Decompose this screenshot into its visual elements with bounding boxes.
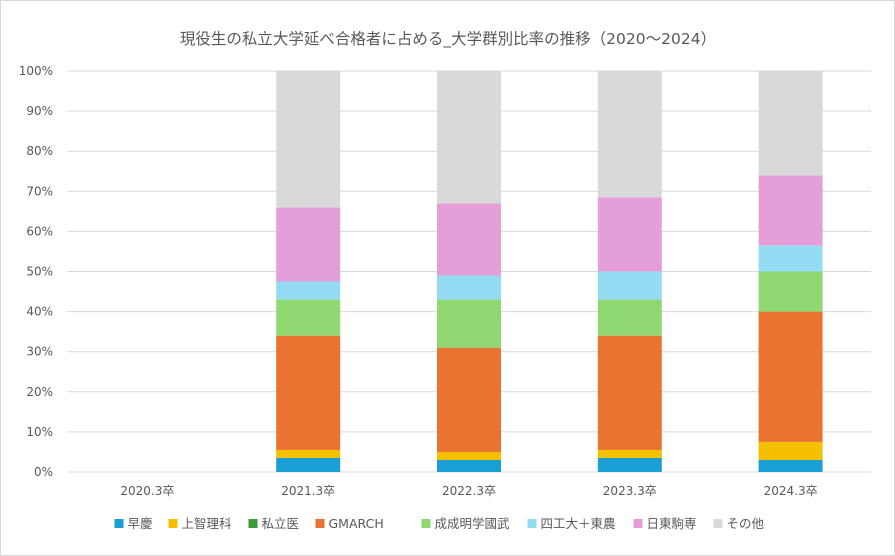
- x-category-label: 2021.3卒: [281, 484, 335, 498]
- bar-segment-4-6: [597, 271, 662, 300]
- y-tick-label: 20%: [26, 385, 53, 399]
- bar-segment-5-5: [758, 271, 823, 312]
- bar-segment-5-8: [758, 71, 823, 176]
- y-tick-label: 40%: [26, 305, 53, 319]
- legend-swatch: [248, 519, 258, 528]
- y-axis-tick-labels: 0% 10% 20% 30% 40% 50% 60% 70% 80% 90% 100%: [19, 64, 53, 479]
- legend-swatch: [421, 519, 431, 528]
- bar-segment-2-2: [276, 449, 341, 458]
- bars: [276, 71, 823, 472]
- legend-label: 上智理科: [182, 516, 233, 531]
- x-category-label: 2023.3卒: [603, 484, 657, 498]
- bar-segment-3-6: [437, 275, 501, 300]
- y-tick-label: 80%: [26, 144, 53, 158]
- legend-swatch: [527, 519, 537, 528]
- bar-segment-3-2: [437, 451, 501, 460]
- bar-segment-4-2: [597, 449, 662, 458]
- bar-segment-5-6: [758, 245, 823, 272]
- bar-segment-4-4: [597, 335, 662, 450]
- y-tick-label: 0%: [34, 465, 53, 479]
- legend-label: 日東駒専: [647, 516, 697, 531]
- y-tick-label: 90%: [26, 104, 53, 118]
- y-tick-label: 60%: [26, 224, 53, 238]
- bar-segment-3-1: [437, 459, 501, 472]
- legend-label: 早慶: [128, 516, 154, 531]
- bar-segment-2-4: [276, 335, 341, 450]
- legend-label: GMARCH: [329, 516, 384, 531]
- bar-segment-4-8: [597, 71, 662, 198]
- legend-swatch: [168, 519, 178, 528]
- bar-segment-2-1: [276, 457, 341, 472]
- bar-segment-5-2: [758, 441, 823, 460]
- bar-segment-3-4: [437, 347, 501, 452]
- x-category-label: 2022.3卒: [442, 484, 496, 498]
- bar-segment-2-8: [276, 71, 341, 208]
- x-category-label: 2020.3卒: [120, 484, 174, 498]
- y-tick-label: 100%: [19, 64, 53, 78]
- y-tick-label: 10%: [26, 425, 53, 439]
- bar-segment-5-4: [758, 311, 823, 442]
- legend-swatch: [315, 519, 325, 528]
- legend-swatch: [114, 519, 124, 528]
- legend-label: 私立医: [262, 516, 300, 531]
- legend: 早慶 上智理科 私立医 GMARCH 成成明学國武 四工大＋東農 日東駒専 その他: [114, 516, 765, 531]
- bar-segment-4-7: [597, 197, 662, 272]
- bar-segment-5-1: [758, 459, 823, 472]
- bar-segment-4-1: [597, 457, 662, 472]
- bar-segment-5-7: [758, 175, 823, 246]
- bar-segment-2-7: [276, 207, 341, 282]
- legend-label: その他: [727, 516, 765, 531]
- legend-label: 四工大＋東農: [541, 516, 616, 531]
- x-axis-category-labels: 2020.3卒 2021.3卒 2022.3卒 2023.3卒 2024.3卒: [120, 484, 817, 498]
- x-category-label: 2024.3卒: [764, 484, 818, 498]
- bar-segment-3-8: [437, 71, 501, 204]
- y-tick-label: 30%: [26, 345, 53, 359]
- bar-segment-2-6: [276, 281, 341, 300]
- bar-segment-2-5: [276, 299, 341, 336]
- bar-segment-3-7: [437, 203, 501, 276]
- y-tick-label: 70%: [26, 184, 53, 198]
- bar-segment-3-5: [437, 299, 501, 348]
- legend-label: 成成明学國武: [435, 516, 511, 531]
- y-tick-label: 50%: [26, 265, 53, 279]
- legend-swatch: [713, 519, 723, 528]
- legend-swatch: [633, 519, 643, 528]
- chart-title: 現役生の私立大学延べ合格者に占める_大学群別比率の推移（2020〜2024）: [180, 30, 716, 49]
- bar-segment-4-5: [597, 299, 662, 336]
